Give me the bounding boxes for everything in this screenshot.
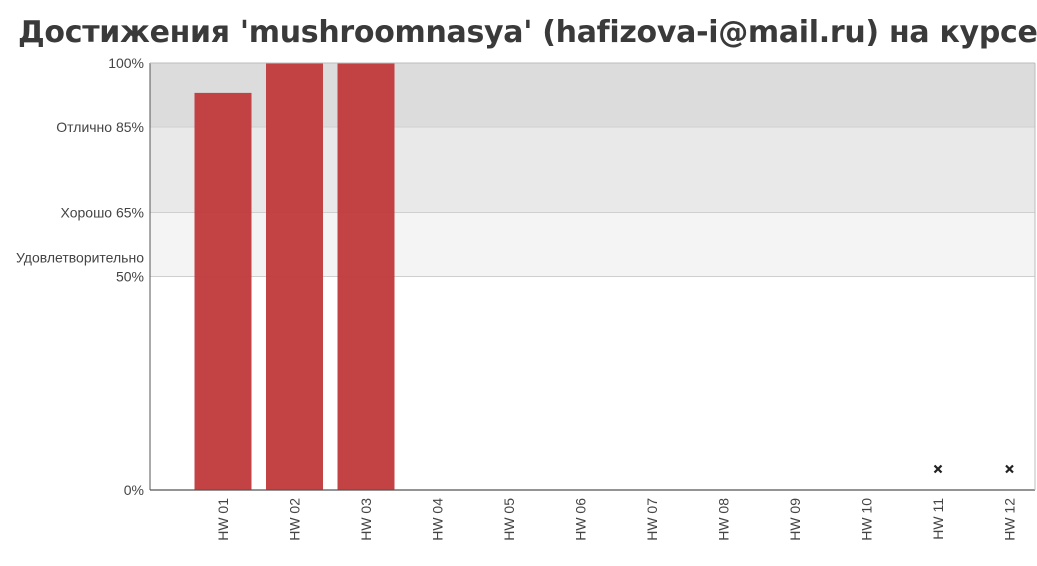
x-tick-label-hw-11: HW 11 <box>930 498 946 540</box>
y-tick-label: Хорошо 65% <box>61 204 144 220</box>
x-tick-label-hw-02: HW 02 <box>287 498 303 541</box>
x-tick-label-hw-09: HW 09 <box>787 498 803 541</box>
y-tick-labels: 100% Отлично 85% Хорошо 65% Удовлетворитель… <box>16 55 144 498</box>
x-tick-label-hw-06: HW 06 <box>573 498 589 541</box>
axes <box>149 62 1036 491</box>
x-tick-labels: HW 01 HW 02 HW 03 HW 04 HW 05 HW 06 HW 07 HW 08… <box>215 498 1018 541</box>
bar-hw-02 <box>266 63 323 490</box>
bar-hw-01 <box>194 92 252 490</box>
y-tick-label: Отлично 85% <box>56 119 144 135</box>
y-tick-label: 100% <box>108 55 144 71</box>
x-tick-label-hw-08: HW 08 <box>716 498 732 541</box>
missing-markers <box>933 464 1014 474</box>
x-tick-label-hw-12: HW 12 <box>1002 498 1018 541</box>
missing-marker-hw-12 <box>1005 464 1014 474</box>
x-tick-label-hw-01: HW 01 <box>215 498 231 541</box>
y-tick-label: 0% <box>124 482 144 498</box>
y-tick-label: Удовлетворительно <box>16 250 144 266</box>
x-tick-label-hw-10: HW 10 <box>859 498 875 541</box>
x-tick-label-hw-03: HW 03 <box>358 498 374 541</box>
bars <box>194 63 395 490</box>
bar-hw-03 <box>337 63 395 490</box>
page-title: Достижения 'mushroomnasya' (hafizova-i@m… <box>18 15 1037 50</box>
x-tick-label-hw-07: HW 07 <box>644 498 660 541</box>
x-tick-label-hw-05: HW 05 <box>501 498 517 541</box>
missing-marker-hw-11 <box>933 464 943 474</box>
x-tick-label-hw-04: HW 04 <box>430 498 446 541</box>
y-tick-label: 50% <box>116 269 144 285</box>
